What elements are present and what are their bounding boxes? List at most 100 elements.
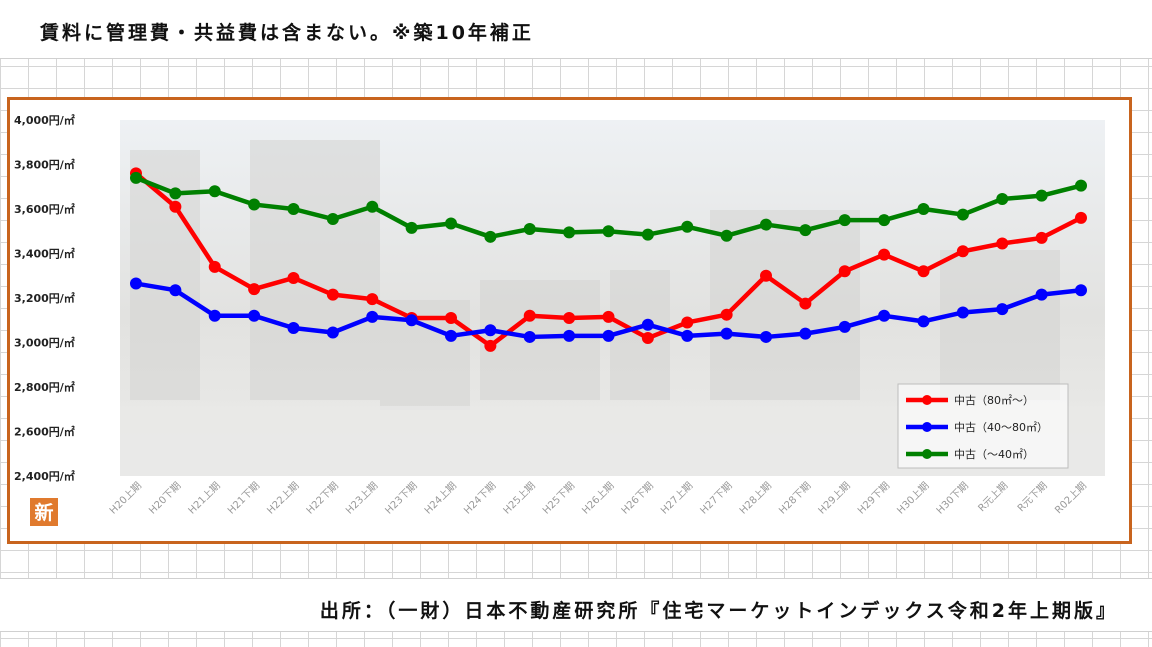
data-point — [878, 248, 891, 261]
data-point — [563, 312, 576, 325]
x-tick-label: H25下期 — [540, 480, 577, 517]
data-point — [130, 277, 142, 290]
legend-marker — [922, 395, 932, 405]
chart-svg: 2,400円/㎡ 2,600円/㎡ 2,800円/㎡ 3,000円/㎡ 3,200円/㎡… — [14, 113, 1105, 526]
data-point — [956, 245, 969, 258]
new-badge-icon — [30, 498, 58, 526]
x-tick-label: H22下期 — [304, 480, 341, 517]
data-point — [1075, 211, 1087, 224]
data-point — [681, 329, 694, 342]
data-point — [602, 225, 615, 238]
legend-label: 中古（40～80㎡） — [954, 421, 1048, 434]
data-point — [878, 309, 891, 322]
x-tick-label: H29上期 — [816, 480, 853, 517]
legend-label: 中古（80㎡～） — [954, 394, 1034, 407]
data-point — [326, 213, 339, 226]
data-point — [1035, 189, 1048, 202]
x-tick-label: H24上期 — [422, 480, 459, 517]
data-point — [405, 314, 418, 327]
data-point — [484, 339, 497, 352]
y-tick-label: 3,800円/㎡ — [14, 158, 75, 172]
data-point — [523, 309, 536, 322]
legend-marker — [922, 449, 932, 459]
data-point — [760, 269, 772, 282]
data-point — [681, 220, 694, 233]
y-tick-label: 2,400円/㎡ — [14, 469, 75, 483]
data-point — [287, 271, 300, 284]
x-tick-label: H21下期 — [225, 480, 262, 517]
data-point — [523, 330, 536, 343]
data-point — [996, 237, 1009, 250]
x-tick-label: R02上期 — [1053, 480, 1090, 517]
data-point — [248, 309, 261, 322]
data-point — [760, 218, 772, 231]
chart-frame[interactable]: 2,400円/㎡ 2,600円/㎡ 2,800円/㎡ 3,000円/㎡ 3,200円/㎡… — [7, 97, 1132, 544]
data-point — [720, 308, 733, 321]
data-point — [366, 310, 379, 323]
x-tick-label: H28上期 — [737, 480, 774, 517]
data-point — [838, 320, 851, 333]
data-point — [602, 310, 615, 323]
data-point — [405, 221, 418, 234]
data-point — [248, 198, 261, 211]
x-tick-label: H21上期 — [186, 480, 223, 517]
x-tick-label: H25上期 — [501, 480, 538, 517]
x-tick-label: H20上期 — [107, 480, 144, 517]
data-point — [326, 326, 339, 339]
legend-marker — [922, 422, 932, 432]
data-point — [287, 203, 300, 215]
x-tick-label: H30下期 — [934, 480, 971, 517]
data-point — [799, 224, 812, 237]
data-point — [878, 214, 891, 227]
data-point — [838, 265, 851, 278]
data-point — [445, 329, 457, 342]
background-building — [710, 210, 860, 400]
data-point — [799, 327, 812, 340]
data-point — [720, 229, 733, 242]
x-tick-label: H30上期 — [895, 480, 932, 517]
data-point — [326, 288, 339, 301]
background-building — [940, 250, 1060, 400]
data-point — [208, 260, 221, 273]
y-tick-label: 3,400円/㎡ — [14, 247, 75, 261]
data-point — [602, 329, 615, 342]
y-tick-label: 3,200円/㎡ — [14, 291, 75, 305]
data-point — [996, 303, 1009, 316]
data-point — [484, 324, 497, 337]
x-tick-label: H26下期 — [619, 480, 656, 517]
x-tick-label: H23下期 — [383, 480, 420, 517]
data-point — [1035, 288, 1048, 301]
data-point — [760, 330, 772, 343]
x-tick-label: H23上期 — [343, 480, 380, 517]
x-tick-label: H27上期 — [658, 480, 695, 517]
data-point — [366, 293, 379, 306]
data-point — [130, 171, 142, 184]
data-point — [641, 318, 654, 331]
x-tick-label: H24下期 — [462, 480, 499, 517]
data-point — [681, 316, 694, 329]
source-band — [0, 578, 1152, 632]
x-tick-label: H20下期 — [147, 480, 184, 517]
x-tick-label: H27下期 — [698, 480, 735, 517]
data-point — [366, 200, 379, 213]
x-tick-label: H22上期 — [265, 480, 302, 517]
data-point — [917, 203, 930, 215]
note-text: 賃料に管理費・共益費は含まない。※築10年補正 — [40, 22, 534, 44]
data-point — [169, 187, 182, 200]
data-point — [1075, 179, 1087, 192]
data-point — [799, 297, 812, 310]
data-point — [1075, 284, 1087, 297]
y-tick-label: 2,800円/㎡ — [14, 380, 75, 394]
note-band — [0, 0, 1152, 59]
data-point — [956, 306, 969, 319]
legend-label: 中古（～40㎡） — [954, 448, 1034, 461]
y-tick-label: 3,000円/㎡ — [14, 336, 75, 350]
data-point — [563, 226, 576, 239]
data-point — [838, 214, 851, 227]
x-tick-label: H26上期 — [580, 480, 617, 517]
data-point — [523, 223, 536, 236]
data-point — [445, 217, 457, 230]
data-point — [208, 309, 221, 322]
x-tick-label: R元上期 — [976, 480, 1011, 515]
data-point — [208, 185, 221, 198]
